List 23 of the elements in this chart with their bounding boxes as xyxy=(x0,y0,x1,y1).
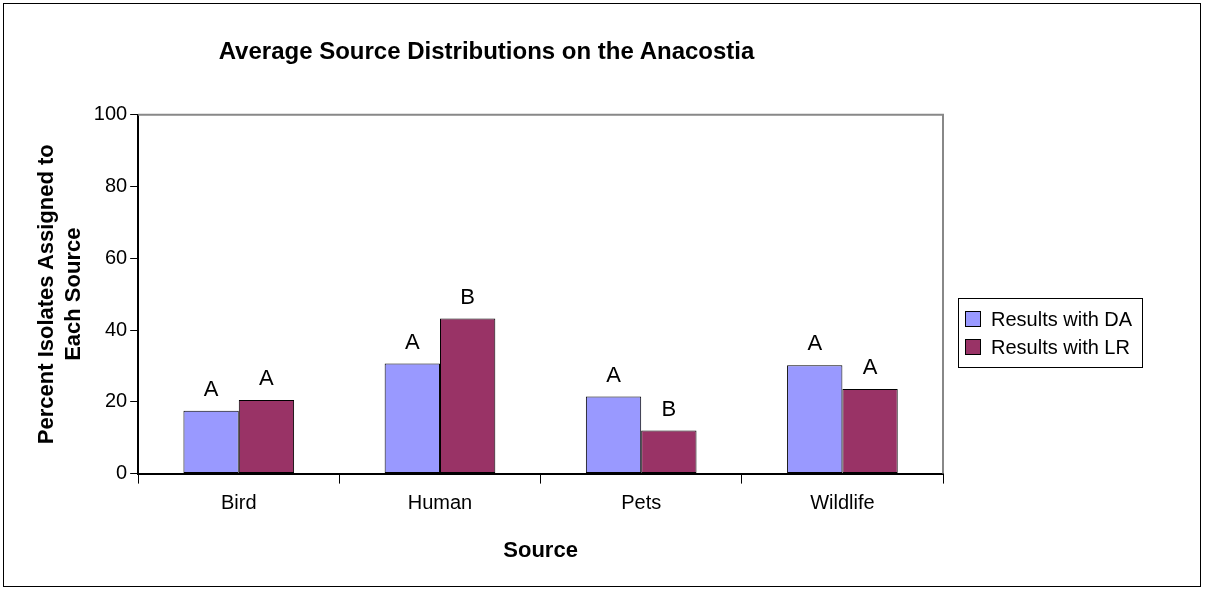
y-tick-label: 60 xyxy=(104,245,128,268)
legend-label: Results with DA xyxy=(991,307,1133,331)
x-tick-label: Human xyxy=(407,491,473,514)
data-label: A xyxy=(203,375,219,401)
x-tick-label: Wildlife xyxy=(810,491,875,514)
y-tick-label: 0 xyxy=(116,461,128,484)
y-tick-label: 100 xyxy=(93,102,128,125)
data-label: A xyxy=(807,330,823,356)
data-label: B xyxy=(661,395,677,421)
data-label: A xyxy=(259,365,275,391)
x-axis-title: Source xyxy=(503,536,578,562)
y-tick-label: 80 xyxy=(104,174,128,197)
data-label: A xyxy=(606,361,622,387)
data-label: B xyxy=(460,283,475,309)
legend-label: Results with LR xyxy=(991,335,1130,359)
data-label: A xyxy=(404,328,420,354)
y-tick-label: 40 xyxy=(104,317,128,340)
y-tick-label: 20 xyxy=(104,389,128,412)
x-tick-label: Bird xyxy=(220,491,257,514)
y-axis-title: Percent Isolates Assigned to Each Source xyxy=(33,144,85,445)
x-tick-label: Pets xyxy=(621,491,662,514)
chart-title: Average Source Distributions on the Anacostia xyxy=(218,37,755,65)
data-label: A xyxy=(862,353,878,379)
